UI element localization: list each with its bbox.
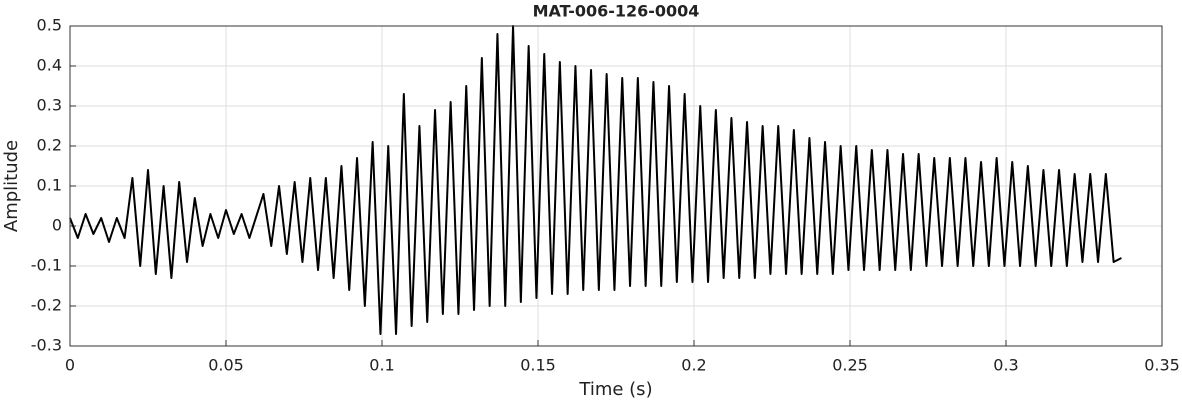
y-axis-label: Amplitude (1, 140, 22, 232)
y-tick-label: 0.1 (37, 176, 62, 195)
x-tick-label: 0 (65, 356, 75, 375)
y-tick-label: -0.3 (31, 336, 62, 355)
y-tick-label: 0.4 (37, 56, 62, 75)
y-tick-label: 0 (52, 216, 62, 235)
y-tick-label: -0.2 (31, 296, 62, 315)
x-tick-label: 0.05 (208, 356, 244, 375)
x-tick-label: 0.3 (993, 356, 1018, 375)
x-tick-label: 0.15 (520, 356, 556, 375)
y-tick-label: 0.5 (37, 16, 62, 35)
y-tick-label: 0.2 (37, 136, 62, 155)
x-tick-label: 0.35 (1144, 356, 1180, 375)
x-tick-label: 0.25 (832, 356, 868, 375)
y-tick-label: -0.1 (31, 256, 62, 275)
waveform-line (69, 25, 1122, 335)
x-tick-label: 0.1 (369, 356, 394, 375)
chart-title: MAT-006-126-0004 (533, 2, 700, 21)
plot-border (69, 25, 1163, 347)
x-axis-label: Time (s) (578, 379, 652, 400)
x-tick-label: 0.2 (681, 356, 706, 375)
y-tick-label: 0.3 (37, 96, 62, 115)
